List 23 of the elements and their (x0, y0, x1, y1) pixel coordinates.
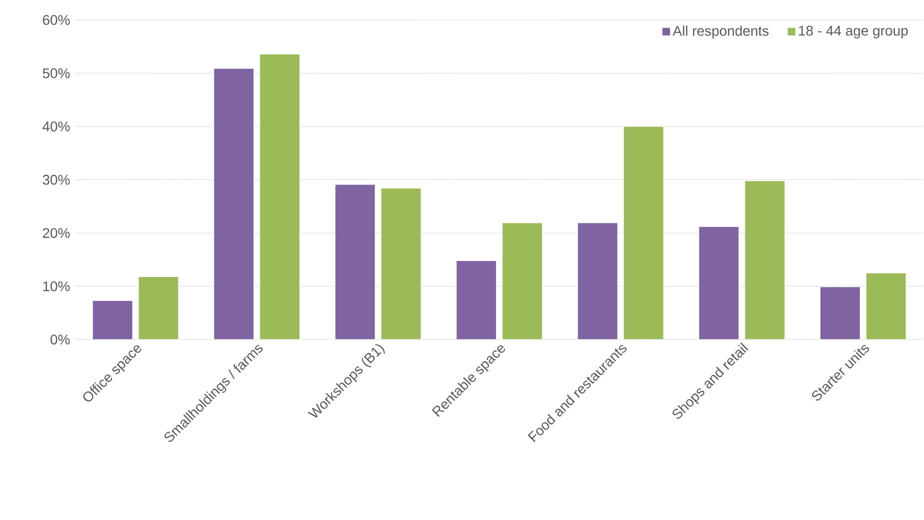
y-tick-label: 10% (43, 281, 70, 292)
bar (456, 260, 497, 340)
bar (698, 226, 740, 340)
bar (260, 54, 300, 340)
legend-label: 18 - 44 age group (799, 26, 908, 38)
bar (502, 222, 543, 340)
bar (380, 188, 422, 340)
bar (577, 222, 618, 340)
y-tick-label: 40% (42, 121, 70, 132)
y-tick-label: 30% (42, 174, 70, 185)
y-tick-label: 50% (42, 68, 70, 78)
bar (138, 276, 179, 340)
y-tick-label: 60% (42, 14, 70, 25)
bar (866, 272, 906, 340)
bar (623, 126, 664, 340)
y-tick-label: 0% (50, 334, 70, 344)
bar (214, 68, 254, 340)
bar (744, 180, 786, 340)
bar (92, 300, 133, 340)
legend-label: All respondents (672, 25, 769, 38)
bar (334, 184, 376, 340)
y-tick-label: 20% (42, 228, 70, 238)
bar (820, 286, 860, 340)
